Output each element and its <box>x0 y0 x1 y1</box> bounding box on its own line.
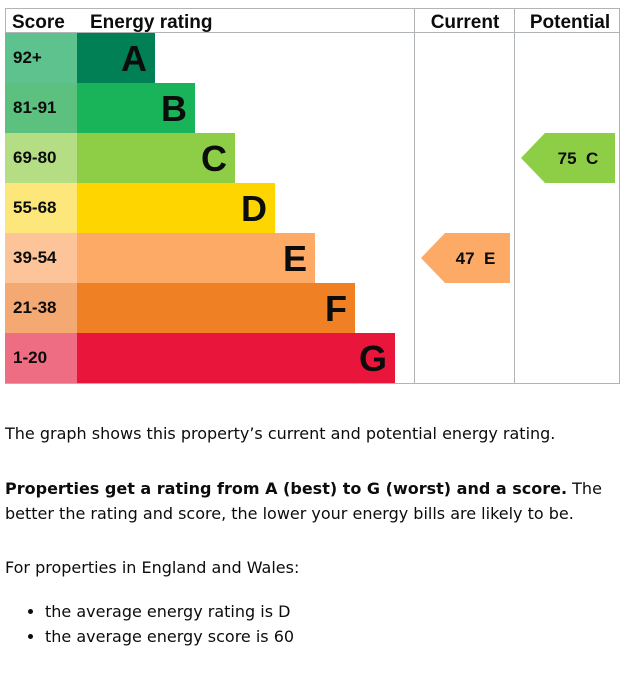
rating-bar-d <box>77 183 275 233</box>
rating-bar-c <box>77 133 235 183</box>
rating-letter-c: C <box>201 138 227 179</box>
potential-rating-arrow <box>521 133 615 183</box>
score-range-d: 55-68 <box>13 198 56 217</box>
rating-letter-b: B <box>161 88 187 129</box>
current-rating-arrow <box>421 233 510 283</box>
score-range-e: 39-54 <box>13 248 57 267</box>
score-cell-a <box>5 33 77 83</box>
energy-rating-chart: Score Energy rating Current Potential 92… <box>5 8 620 384</box>
header-score: Score <box>12 12 65 33</box>
average-rating-item: the average energy rating is D <box>45 599 294 624</box>
rating-letter-d: D <box>241 188 267 229</box>
score-cell-c <box>5 133 77 183</box>
chart-description: The graph shows this property’s current … <box>5 424 556 443</box>
rating-markers: 47 E 75 C <box>421 133 615 283</box>
score-range-b: 81-91 <box>13 98 56 117</box>
current-rating-label: 47 E <box>456 249 496 268</box>
rating-letter-a: A <box>121 38 147 79</box>
rating-bar-f <box>77 283 355 333</box>
score-cell-b <box>5 83 77 133</box>
score-range-a: 92+ <box>13 48 42 67</box>
average-intro: For properties in England and Wales: <box>5 558 300 577</box>
header-current: Current <box>431 12 500 33</box>
chart-headers: Score Energy rating Current Potential <box>12 12 610 33</box>
score-range-c: 69-80 <box>13 148 56 167</box>
rating-letter-e: E <box>283 238 307 279</box>
header-energy-rating: Energy rating <box>90 12 212 33</box>
rating-explanation-rest: The better the rating and score, the low… <box>5 479 602 523</box>
score-cell-d <box>5 183 77 233</box>
rating-bar-b <box>77 83 195 133</box>
score-range-f: 21-38 <box>13 298 56 317</box>
score-cell-e <box>5 233 77 283</box>
rating-bar-e <box>77 233 315 283</box>
rating-explanation: Properties get a rating from A (best) to… <box>5 476 623 526</box>
header-potential: Potential <box>530 12 610 33</box>
rating-bar-a <box>77 33 155 83</box>
average-score-item: the average energy score is 60 <box>45 624 294 649</box>
score-cell-f <box>5 283 77 333</box>
average-list: the average energy rating is D the avera… <box>5 599 294 649</box>
potential-rating-label: 75 C <box>558 149 599 168</box>
score-range-g: 1-20 <box>13 348 47 367</box>
rating-letter-f: F <box>325 288 347 329</box>
rating-bar-g <box>77 333 395 383</box>
rating-bands: 92+ A 81-91 B 69-80 C 55-68 D 39-54 E 21-38 F 1-20 G <box>5 33 395 383</box>
rating-explanation-bold: Properties get a rating from A (best) to… <box>5 479 568 498</box>
score-cell-g <box>5 333 77 383</box>
rating-letter-g: G <box>359 338 387 379</box>
